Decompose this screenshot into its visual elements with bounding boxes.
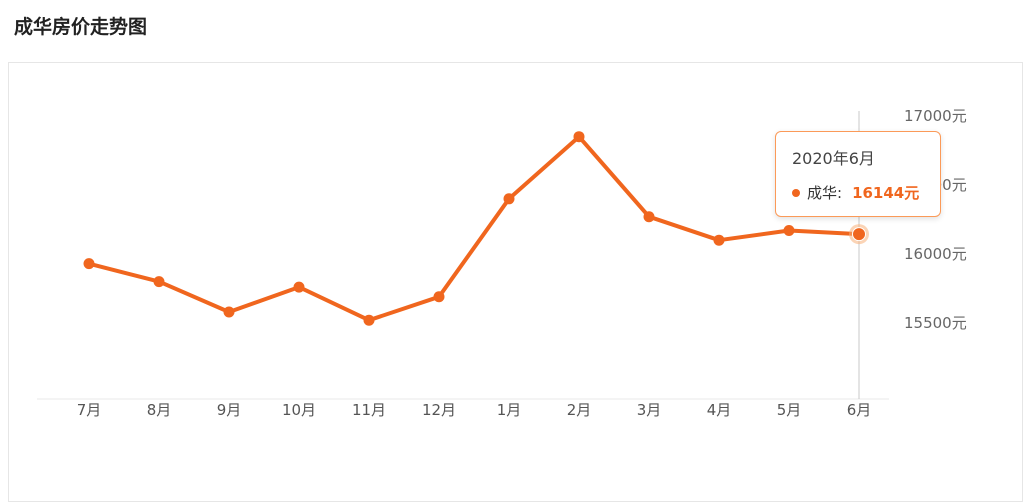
price-trend-line-chart[interactable]: 17000元16500元16000元15500元7月8月9月10月11月12月1…	[9, 63, 1022, 501]
svg-text:17000元: 17000元	[904, 107, 967, 125]
tooltip-series-label: 成华:	[807, 184, 843, 202]
tooltip-value: 16144元	[852, 184, 920, 202]
svg-text:5月: 5月	[777, 401, 802, 419]
svg-text:1月: 1月	[497, 401, 522, 419]
chart-tooltip: 2020年6月 成华: 16144元	[775, 131, 941, 217]
tooltip-date: 2020年6月	[792, 149, 875, 168]
svg-text:15500元: 15500元	[904, 314, 967, 332]
svg-text:8月: 8月	[147, 401, 172, 419]
page-title: 成华房价走势图	[14, 16, 148, 38]
svg-text:4月: 4月	[707, 401, 732, 419]
series-dot-icon	[792, 188, 800, 197]
tooltip-series-row: 成华: 16144元	[792, 182, 924, 203]
chart-card: 17000元16500元16000元15500元7月8月9月10月11月12月1…	[8, 62, 1023, 502]
svg-text:10月: 10月	[282, 401, 316, 419]
svg-text:11月: 11月	[352, 401, 386, 419]
svg-text:9月: 9月	[217, 401, 242, 419]
svg-text:3月: 3月	[637, 401, 662, 419]
svg-text:6月: 6月	[847, 401, 872, 419]
svg-text:12月: 12月	[422, 401, 456, 419]
svg-text:2月: 2月	[567, 401, 592, 419]
svg-text:7月: 7月	[77, 401, 102, 419]
svg-text:16000元: 16000元	[904, 245, 967, 263]
